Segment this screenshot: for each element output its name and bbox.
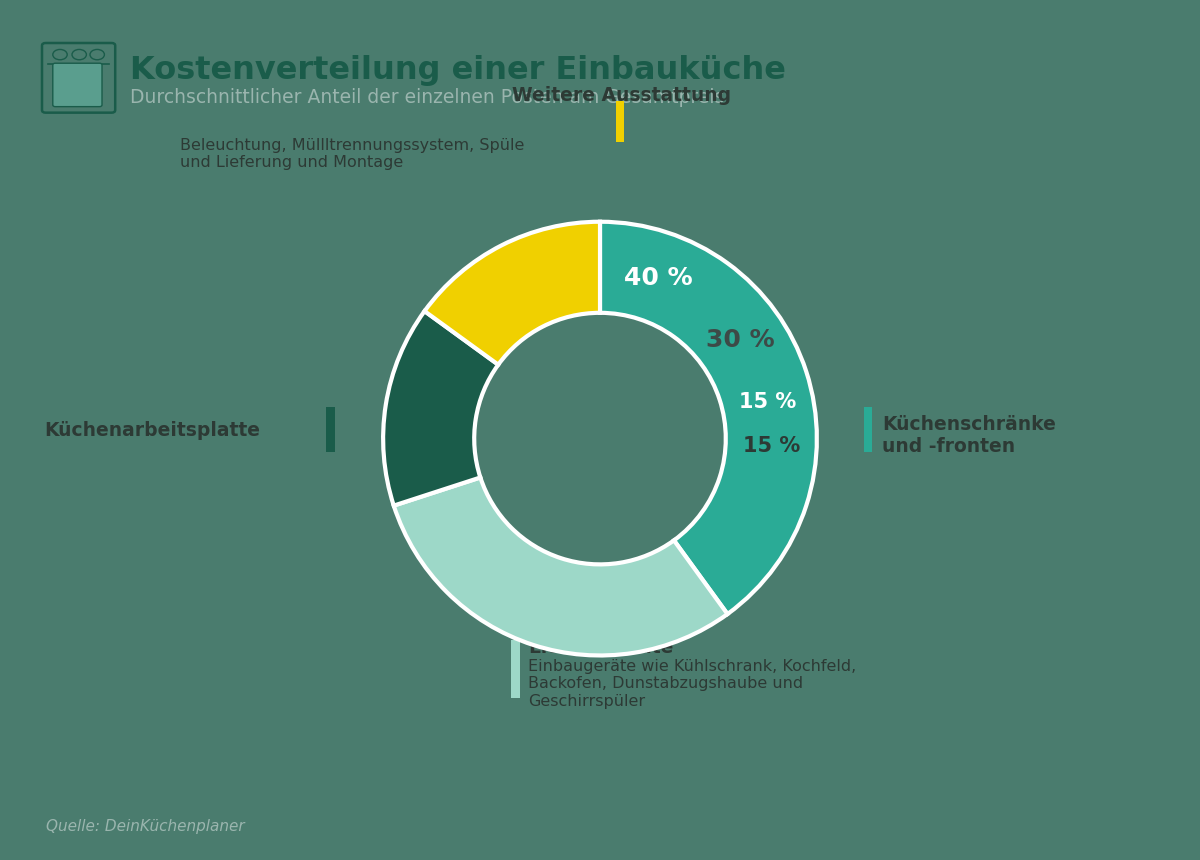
- Text: Quelle: DeinKüchenplaner: Quelle: DeinKüchenplaner: [46, 820, 245, 834]
- Wedge shape: [383, 311, 498, 506]
- Text: Küchenarbeitsplatte: Küchenarbeitsplatte: [44, 421, 260, 439]
- Text: Küchenschränke
und -fronten: Küchenschränke und -fronten: [882, 415, 1056, 456]
- FancyBboxPatch shape: [53, 64, 102, 107]
- Bar: [616, 101, 624, 142]
- Text: Weitere Ausstattung: Weitere Ausstattung: [512, 86, 732, 105]
- Wedge shape: [425, 222, 600, 365]
- Bar: [511, 640, 520, 698]
- Text: 40 %: 40 %: [624, 266, 692, 290]
- Wedge shape: [600, 222, 817, 614]
- Text: Beleuchtung, Müllltrennungssystem, Spüle
und Lieferung und Montage: Beleuchtung, Müllltrennungssystem, Spüle…: [180, 138, 524, 170]
- Wedge shape: [394, 477, 727, 655]
- Text: Durchschnittlicher Anteil der einzelnen Posten am Gesamtpreis: Durchschnittlicher Anteil der einzelnen …: [130, 88, 724, 107]
- Text: 30 %: 30 %: [706, 329, 775, 353]
- Text: Einbaugeräte wie Kühlschrank, Kochfeld,
Backofen, Dunstabzugshaube und
Geschirrs: Einbaugeräte wie Kühlschrank, Kochfeld, …: [528, 659, 857, 709]
- Text: 15 %: 15 %: [743, 436, 799, 456]
- Text: Kostenverteilung einer Einbauküche: Kostenverteilung einer Einbauküche: [130, 55, 786, 86]
- Text: 15 %: 15 %: [739, 391, 796, 412]
- Bar: [864, 407, 872, 452]
- Bar: [326, 407, 335, 452]
- Text: Elektrogeräte: Elektrogeräte: [528, 638, 673, 657]
